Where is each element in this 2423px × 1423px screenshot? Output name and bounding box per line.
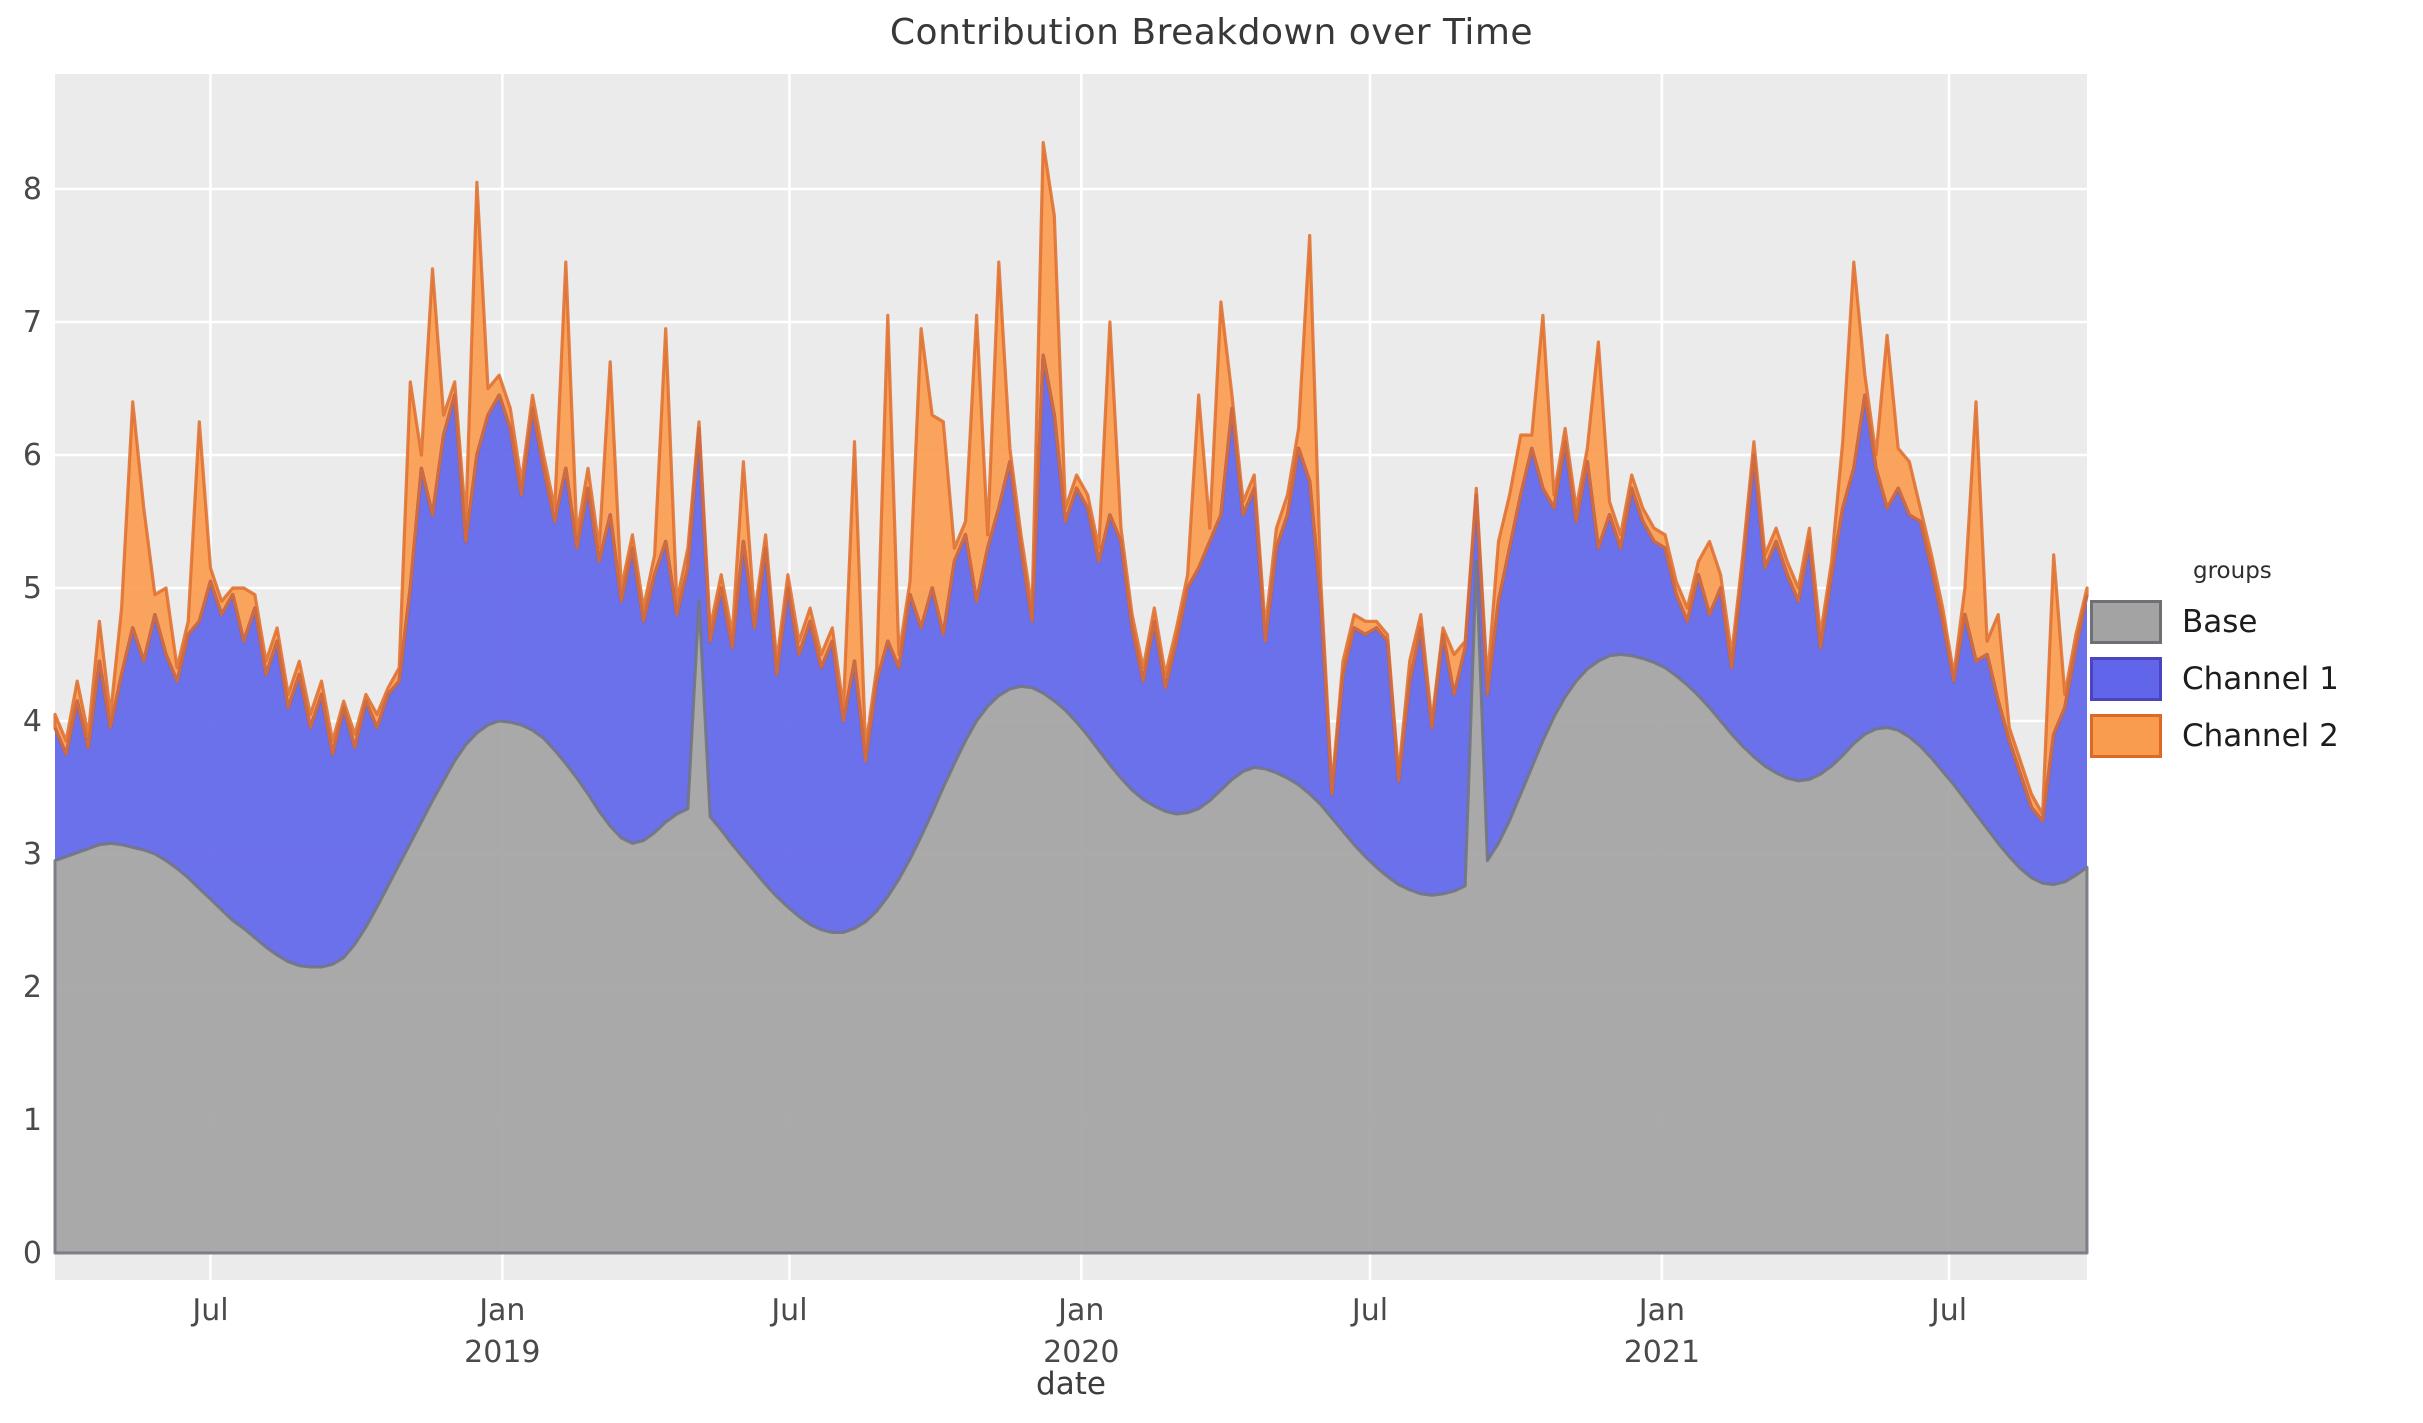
chart-title: Contribution Breakdown over Time — [889, 12, 1534, 53]
legend-items: Base Channel 1 Channel 2 — [2090, 600, 2420, 758]
legend-item-channel-1: Channel 1 — [2090, 657, 2420, 701]
x-tick-label: Jan — [1637, 1293, 1685, 1328]
legend-swatch — [2090, 714, 2162, 758]
x-tick-year-label: 2019 — [464, 1335, 540, 1370]
x-tick-label: Jul — [190, 1293, 228, 1328]
y-tick-label: 5 — [23, 571, 42, 606]
y-tick-label: 8 — [23, 172, 42, 207]
legend-label: Base — [2182, 604, 2258, 640]
edge-channel-2 — [53, 140, 2089, 823]
y-tick-label: 3 — [23, 837, 42, 872]
x-axis-title: date — [1036, 1366, 1106, 1402]
legend-item-channel-2: Channel 2 — [2090, 714, 2420, 758]
x-tick-label: Jan — [1056, 1293, 1104, 1328]
legend-label: Channel 2 — [2182, 718, 2339, 754]
x-tick-year-label: 2021 — [1624, 1335, 1700, 1370]
area-base — [55, 561, 2087, 1253]
legend-swatch — [2090, 657, 2162, 701]
y-tick-label: 4 — [23, 704, 42, 739]
legend-title: groups — [2193, 558, 2272, 584]
legend-swatch — [2090, 600, 2162, 644]
x-tick-year-label: 2020 — [1043, 1335, 1119, 1370]
legend-item-base: Base — [2090, 600, 2420, 644]
x-tick-label: Jul — [1929, 1293, 1967, 1328]
y-tick-label: 2 — [23, 970, 42, 1005]
y-tick-label: 7 — [23, 305, 42, 340]
legend: groups Base Channel 1 Channel 2 — [2090, 558, 2420, 771]
y-tick-label: 6 — [23, 438, 42, 473]
x-tick-label: Jan — [477, 1293, 525, 1328]
edge-base — [53, 559, 2089, 1255]
y-tick-label: 0 — [23, 1236, 42, 1271]
y-tick-label: 1 — [23, 1103, 42, 1138]
legend-label: Channel 1 — [2182, 661, 2339, 697]
x-tick-label: Jul — [1350, 1293, 1388, 1328]
x-tick-label: Jul — [769, 1293, 807, 1328]
